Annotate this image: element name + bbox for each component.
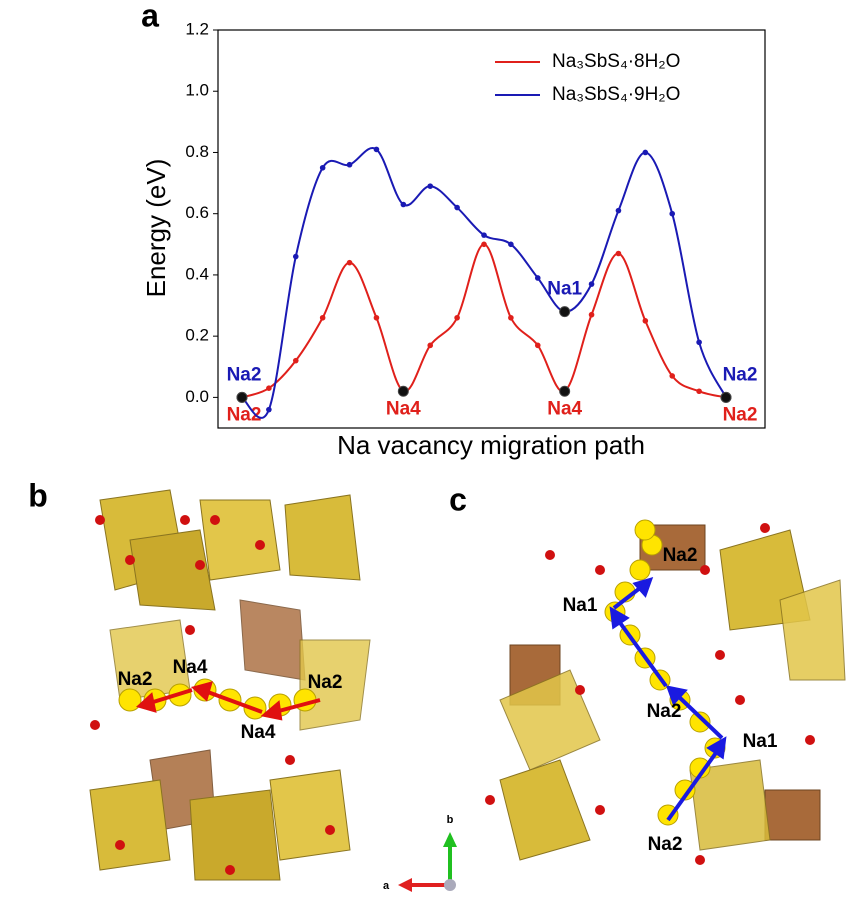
point (266, 406, 272, 413)
point-label: Na2 (227, 364, 262, 385)
point-label: Na2 (723, 404, 758, 425)
site-label: Na4 (173, 657, 208, 678)
y-tick-label: 0.6 (185, 203, 209, 222)
site-label: Na2 (118, 669, 153, 690)
y-tick-label: 1.2 (185, 19, 209, 38)
polyhedron (199, 499, 281, 581)
point (481, 232, 487, 238)
site-label: Na2 (648, 834, 683, 855)
point (669, 373, 676, 379)
axis-b-label: b (447, 814, 454, 826)
line (241, 243, 727, 399)
structure-c (485, 519, 846, 865)
point (266, 385, 272, 392)
point (346, 161, 353, 168)
x-axis-label: Na vacancy migration path (337, 430, 645, 460)
point (319, 164, 326, 171)
point-label: Na4 (547, 398, 582, 419)
point (346, 259, 353, 266)
point-label: Na1 (547, 279, 582, 300)
point (534, 275, 541, 281)
labeled-point (559, 306, 571, 318)
point (400, 201, 407, 208)
point (588, 281, 595, 287)
polyhedron (499, 669, 601, 771)
site-label: Na1 (743, 731, 778, 752)
point (373, 314, 380, 321)
labeled-point (720, 391, 732, 403)
point (508, 314, 514, 321)
point (292, 357, 299, 364)
panel-label: b (28, 477, 48, 513)
polyhedron (89, 779, 171, 871)
point (508, 241, 514, 248)
polyhedron (189, 789, 281, 881)
point (454, 204, 460, 211)
polyhedron (764, 789, 821, 841)
panel-label: c (449, 481, 467, 517)
point (642, 318, 649, 324)
site-label: Na4 (241, 722, 276, 743)
y-tick-label: 0.0 (185, 387, 209, 406)
axis-a-label: a (383, 880, 390, 892)
point-label: Na4 (386, 398, 421, 419)
site-label: Na2 (308, 672, 343, 693)
point (669, 210, 676, 217)
y-tick-label: 0.4 (185, 264, 209, 283)
y-tick-label: 0.8 (185, 142, 209, 161)
polyhedron (284, 494, 361, 581)
y-tick-label: 1.0 (185, 81, 209, 100)
line (241, 147, 727, 419)
legend-label: Na₃SbS₄·9H₂O (552, 84, 680, 105)
point (588, 311, 595, 318)
y-tick-label: 0.2 (185, 326, 209, 345)
point (454, 314, 460, 321)
point (373, 146, 380, 153)
axes-triad: b a (383, 814, 457, 892)
polyhedron (129, 529, 216, 611)
point (427, 342, 434, 349)
point (292, 253, 299, 260)
point (615, 250, 622, 257)
polyhedron (499, 759, 591, 861)
point (615, 207, 622, 214)
site-label: Na1 (563, 595, 598, 616)
polyhedron (269, 769, 351, 861)
polyhedron (779, 579, 846, 681)
point (696, 388, 702, 395)
labeled-point (397, 385, 409, 397)
point-label: Na2 (723, 364, 758, 385)
point (696, 339, 702, 346)
polyhedron (239, 599, 306, 681)
point (534, 342, 541, 349)
labeled-point (559, 385, 571, 397)
site-label: Na2 (663, 545, 698, 566)
point (481, 241, 487, 248)
labeled-point (236, 391, 248, 403)
panel-label: a (141, 0, 159, 33)
point (642, 149, 649, 156)
structure-b (89, 489, 371, 881)
legend-label: Na₃SbS₄·8H₂O (552, 51, 680, 72)
plot-frame (217, 29, 766, 429)
y-axis-label: Energy (eV) (141, 159, 171, 298)
point (319, 314, 326, 321)
point (427, 183, 434, 189)
site-label: Na2 (647, 701, 682, 722)
point-label: Na2 (227, 404, 262, 425)
polyhedron (689, 759, 771, 851)
